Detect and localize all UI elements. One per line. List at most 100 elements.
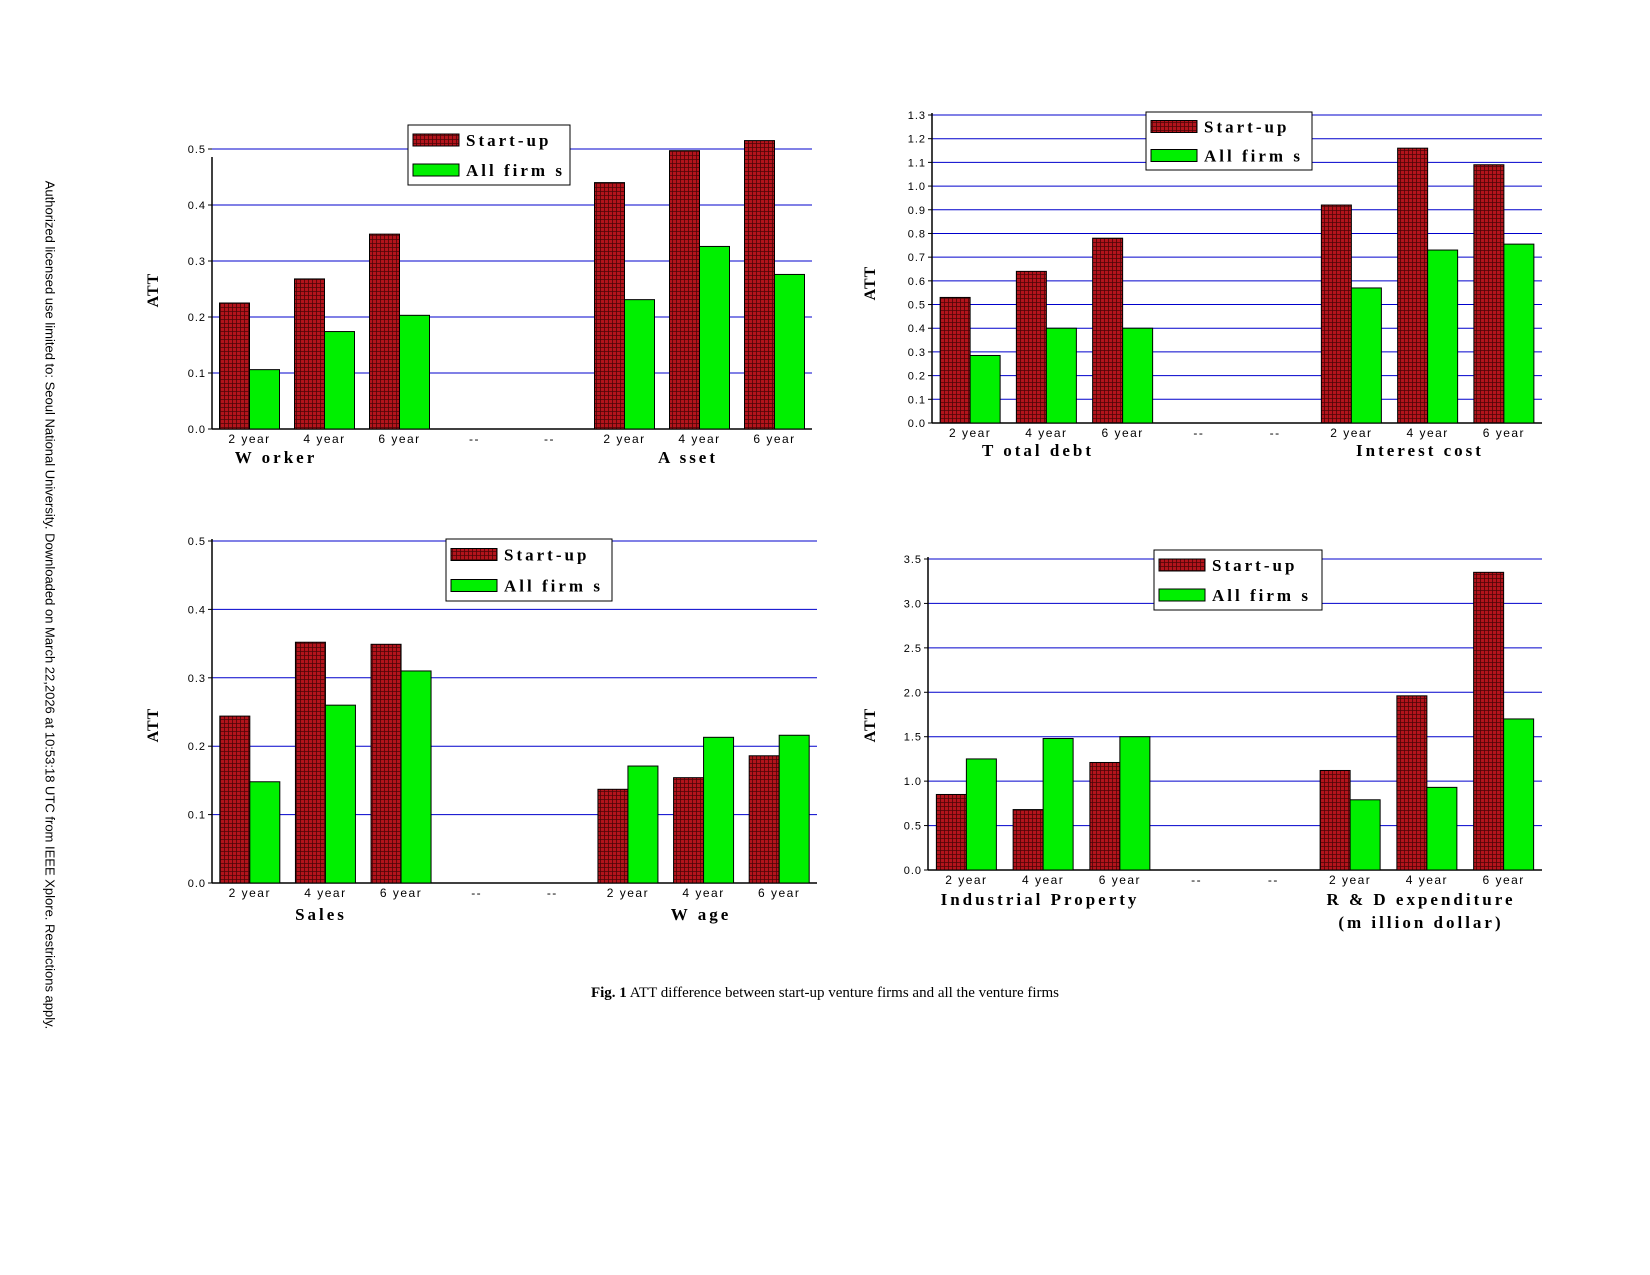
group-label: T otal debt — [982, 441, 1094, 460]
bar-allfirms — [1503, 243, 1535, 424]
y-tick-label: 1.3 — [908, 110, 926, 122]
bar-startup — [748, 755, 780, 884]
bar-allfirms — [965, 758, 997, 871]
x-tick-label: 6 year — [380, 886, 422, 900]
legend-label-startup: Start-up — [1212, 556, 1297, 575]
x-tick-label: 4 year — [1025, 426, 1067, 440]
x-tick-label: -- — [1193, 426, 1204, 440]
bar-allfirms — [969, 354, 1001, 424]
bar-startup — [1473, 571, 1505, 871]
legend-swatch-startup — [1150, 120, 1198, 133]
bar-startup — [294, 641, 326, 884]
y-axis-label: ATT — [862, 708, 879, 743]
x-tick-label: 2 year — [229, 886, 271, 900]
y-tick-label: 0.9 — [908, 205, 926, 217]
bar-startup — [939, 296, 971, 424]
side-note-text: Authorized licensed use limited to: Seou… — [42, 180, 58, 1030]
x-tick-label: 2 year — [1330, 426, 1372, 440]
bar-allfirms — [1119, 736, 1151, 871]
bar-startup — [1015, 270, 1047, 424]
bar-startup — [669, 150, 700, 430]
chart-svg: 0.0 0.5 1.0 1.5 2.0 2.5 3.0 3.5 2 year 4 year 6 ye… — [862, 549, 1542, 932]
x-tick-label: 2 year — [228, 432, 270, 446]
y-tick-label: 0.2 — [188, 312, 206, 324]
y-tick-label: 0.7 — [908, 252, 926, 264]
x-tick-label: 6 year — [378, 432, 420, 446]
y-tick-label: 0.4 — [908, 323, 926, 335]
group-label: (m illion dollar) — [1338, 913, 1503, 932]
group-label: W age — [671, 905, 732, 924]
bar-allfirms — [627, 765, 659, 884]
group-label: W orker — [235, 448, 318, 467]
y-tick-label: 0.3 — [188, 673, 206, 685]
x-tick-label: 2 year — [603, 432, 645, 446]
x-tick-label: 4 year — [1406, 426, 1448, 440]
bar-startup — [1319, 769, 1351, 871]
bar-startup — [935, 793, 967, 871]
y-tick-label: 1.2 — [908, 134, 926, 146]
x-tick-label: 4 year — [1022, 873, 1064, 887]
group-label: A sset — [658, 448, 718, 467]
x-tick-label: 4 year — [678, 432, 720, 446]
x-tick-label: 6 year — [1483, 426, 1525, 440]
y-tick-label: 0.8 — [908, 228, 926, 240]
chart-svg: 0.0 0.1 0.2 0.3 0.4 0.5 0.6 0.7 0.8 0.9 1.0 1.1 1.2 1… — [862, 110, 1542, 460]
y-tick-label: 0.0 — [904, 865, 922, 877]
legend-label-allfirms: All firm s — [1204, 147, 1303, 166]
bar-startup — [744, 140, 775, 430]
y-tick-label: 0.5 — [904, 821, 922, 833]
x-tick-label: 6 year — [1101, 426, 1143, 440]
bar-allfirms — [778, 734, 810, 884]
x-tick-label: 4 year — [682, 886, 724, 900]
bar-allfirms — [1122, 327, 1154, 424]
x-tick-label: 2 year — [945, 873, 987, 887]
bar-startup — [673, 777, 705, 884]
y-tick-label: 2.5 — [904, 643, 922, 655]
bar-allfirms — [400, 670, 432, 884]
bar-allfirms — [699, 245, 730, 430]
y-axis-label: ATT — [145, 708, 162, 743]
legend-label-allfirms: All firm s — [1212, 586, 1311, 605]
bar-allfirms — [249, 369, 280, 430]
bar-allfirms — [1427, 249, 1459, 424]
group-label: R & D expenditure — [1326, 890, 1515, 909]
x-tick-label: -- — [471, 886, 482, 900]
x-tick-label: 2 year — [1329, 873, 1371, 887]
group-label: Sales — [295, 905, 347, 924]
bar-allfirms — [774, 273, 805, 430]
bar-startup — [1473, 164, 1505, 424]
bar-allfirms — [1042, 737, 1074, 871]
y-tick-label: 0.0 — [188, 878, 206, 890]
legend-label-startup: Start-up — [1204, 118, 1289, 137]
y-tick-label: 0.2 — [908, 371, 926, 383]
bar-startup — [219, 302, 250, 430]
x-tick-label: 6 year — [758, 886, 800, 900]
y-tick-label: 1.0 — [908, 181, 926, 193]
y-tick-label: 0.6 — [908, 276, 926, 288]
bar-allfirms — [1045, 327, 1077, 424]
y-tick-label: 1.0 — [904, 776, 922, 788]
y-tick-label: 0.1 — [908, 394, 926, 406]
chart-worker-asset: 0.0 0.1 0.2 0.3 0.4 0.5 2 year 4 year 6 year -- --… — [140, 115, 820, 475]
x-tick-label: -- — [1268, 873, 1279, 887]
y-tick-label: 3.0 — [904, 598, 922, 610]
caption-label: Fig. 1 — [590, 985, 627, 1001]
chart-debt-interest: 0.0 0.1 0.2 0.3 0.4 0.5 0.6 0.7 0.8 0.9 1.0 1.1 1.2 1… — [860, 110, 1550, 470]
x-tick-label: 4 year — [303, 432, 345, 446]
legend-label-startup: Start-up — [504, 546, 589, 565]
bar-allfirms — [703, 736, 735, 884]
group-label: Industrial Property — [941, 890, 1140, 909]
figure-caption: Fig. 1 ATT difference between start-up v… — [0, 985, 1650, 1002]
x-tick-label: 6 year — [1099, 873, 1141, 887]
y-tick-label: 0.0 — [908, 418, 926, 430]
bar-allfirms — [249, 781, 281, 884]
bar-allfirms — [399, 314, 430, 430]
y-axis-label: ATT — [145, 273, 162, 308]
legend-label-allfirms: All firm s — [504, 577, 603, 596]
bar-startup — [294, 278, 325, 430]
group-label: Interest cost — [1356, 441, 1484, 460]
chart-sales-wage: 0.0 0.1 0.2 0.3 0.4 0.5 2 year 4 year 6 year -- --… — [140, 535, 825, 945]
y-tick-label: 0.3 — [188, 256, 206, 268]
y-tick-label: 0.5 — [908, 300, 926, 312]
bar-startup — [219, 715, 251, 884]
